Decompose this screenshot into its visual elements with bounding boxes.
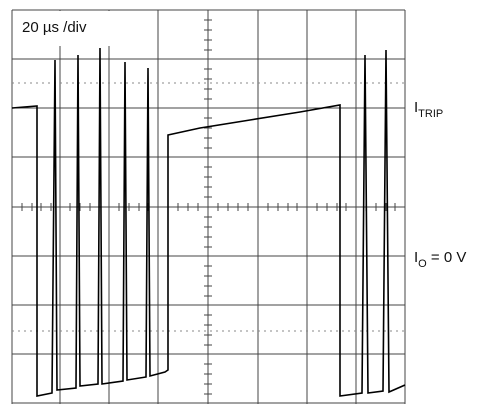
graticule bbox=[11, 9, 406, 404]
io-sub: O bbox=[418, 258, 427, 270]
itrip-sub: TRIP bbox=[418, 108, 443, 120]
io-suffix: = 0 V bbox=[427, 249, 467, 266]
waveform bbox=[11, 47, 406, 397]
itrip-label: ITRIP bbox=[414, 99, 443, 120]
label-box bbox=[13, 11, 138, 46]
timebase-label: 20 µs /div bbox=[22, 19, 87, 36]
io-label: IO = 0 V bbox=[414, 249, 466, 270]
itrip-main: I bbox=[414, 99, 418, 116]
io-main: I bbox=[414, 249, 418, 266]
